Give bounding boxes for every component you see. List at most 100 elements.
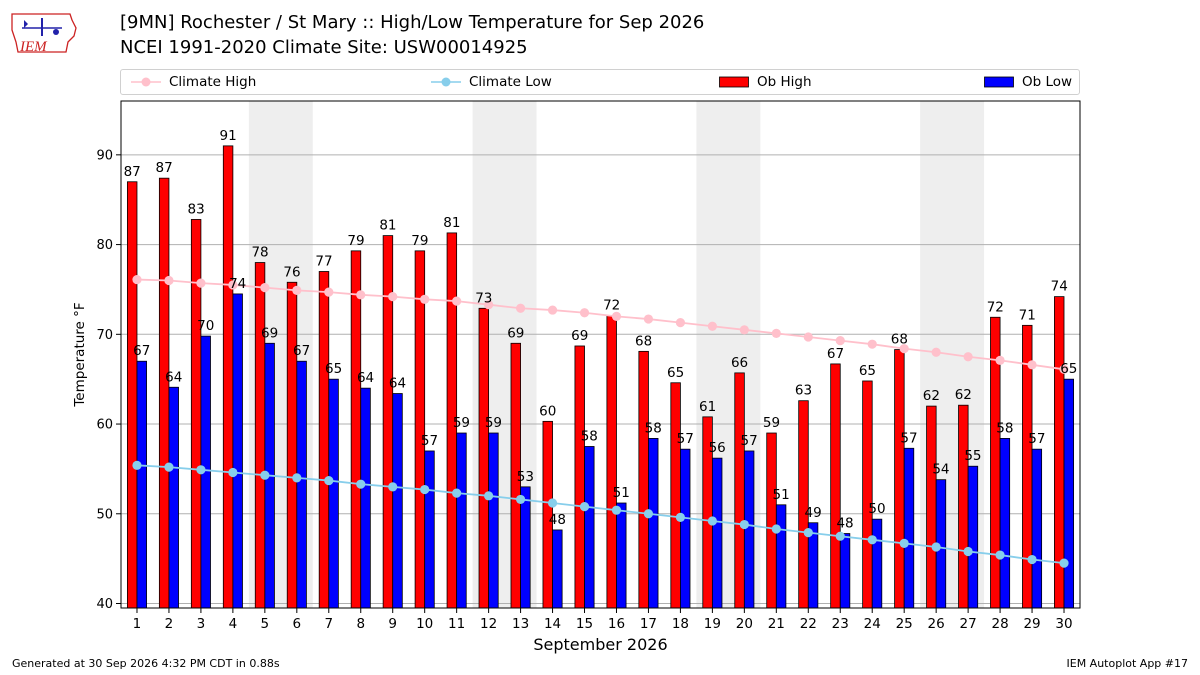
climate-high-point [739, 325, 749, 335]
climate-high-point [931, 347, 941, 357]
ob-high-label: 83 [188, 201, 205, 217]
ob-high-label: 65 [859, 363, 876, 379]
climate-low-point [675, 512, 686, 522]
climate-high-point [643, 314, 654, 324]
x-tick-label: 18 [672, 616, 689, 632]
ob-low-bar [711, 457, 723, 609]
ob-low-label: 55 [964, 448, 981, 464]
ob-high-label: 81 [379, 218, 396, 234]
climate-high-point [356, 290, 366, 300]
x-tick-label: 16 [608, 616, 625, 632]
climate-low-point [515, 494, 526, 505]
ob-high-bar [734, 372, 745, 609]
ob-low-bar [775, 504, 787, 609]
climate-high-point [452, 296, 462, 306]
ob-low-label: 67 [293, 343, 310, 359]
y-axis-label: Temperature °F [72, 302, 88, 407]
ob-low-label: 58 [581, 428, 598, 444]
climate-high-point [707, 321, 717, 331]
ob-high-label: 69 [507, 325, 524, 341]
y-tick-label: 70 [96, 328, 113, 343]
climate-high-point [771, 328, 781, 339]
ob-high-bar [766, 432, 777, 609]
ob-low-bar [328, 378, 339, 609]
ob-high-bar [958, 404, 969, 609]
x-tick-label: 12 [480, 616, 497, 632]
climate-low-point [1027, 554, 1037, 565]
ob-high-label: 69 [571, 328, 588, 344]
ob-high-bar [638, 350, 649, 609]
legend-label-climate-high: Climate High [169, 74, 257, 90]
ob-high-label: 79 [347, 233, 364, 249]
climate-low-point [963, 546, 973, 557]
y-tick-label: 90 [96, 148, 113, 163]
climate-high-point [260, 283, 270, 293]
climate-low-point [707, 516, 717, 526]
climate-high-point [484, 300, 494, 310]
climate-high-point [803, 332, 813, 342]
ob-high-bar [350, 250, 362, 609]
ob-high-bar [222, 145, 234, 609]
ob-low-label: 69 [261, 325, 278, 341]
ob-low-bar [360, 387, 371, 609]
logo-text: IEM [19, 39, 48, 55]
x-tick-label: 28 [991, 616, 1008, 632]
ob-low-bar [232, 293, 243, 609]
legend-item-ob-low: Ob Low [984, 70, 1072, 94]
climate-low-legend-marker [431, 77, 461, 87]
ob-low-label: 57 [900, 430, 917, 446]
ob-low-bar [136, 360, 147, 609]
climate-high-point [324, 287, 334, 297]
ob-high-bar [190, 219, 202, 609]
ob-high-label: 73 [475, 290, 492, 306]
ob-low-label: 57 [741, 433, 758, 449]
ob-low-label: 56 [709, 440, 726, 456]
ob-low-label: 58 [996, 420, 1013, 436]
ob-low-label: 64 [165, 369, 182, 385]
climate-low-point [196, 465, 206, 475]
climate-high-point [515, 303, 526, 313]
climate-high-point [611, 311, 622, 321]
ob-high-bar [382, 235, 394, 609]
climate-low-point [771, 524, 781, 534]
legend-item-climate-high: Climate High [131, 70, 256, 94]
climate-low-point [420, 484, 430, 495]
x-tick-label: 15 [576, 616, 593, 632]
x-tick-label: 24 [864, 616, 881, 632]
x-tick-label: 21 [768, 616, 785, 632]
ob-high-bar [286, 281, 298, 609]
x-tick-label: 8 [356, 616, 365, 632]
ob-high-label: 78 [251, 245, 268, 261]
climate-low-point [324, 475, 334, 486]
climate-high-point [835, 335, 845, 346]
ob-low-label: 59 [453, 415, 470, 431]
climate-low-point [899, 538, 909, 548]
ob-high-label: 72 [603, 297, 620, 313]
ob-low-label: 50 [868, 501, 885, 517]
climate-high-point [420, 294, 430, 304]
ob-low-label: 70 [197, 318, 214, 334]
legend-label-ob-high: Ob High [757, 74, 812, 90]
ob-low-bar [871, 518, 883, 609]
ob-low-label: 48 [549, 512, 566, 528]
y-tick-label: 80 [96, 238, 113, 253]
ob-low-bar [456, 432, 467, 609]
ob-high-label: 76 [283, 264, 300, 280]
ob-low-label: 51 [773, 487, 790, 503]
ob-low-bar [903, 447, 915, 609]
climate-high-point [899, 344, 909, 354]
ob-high-label: 87 [156, 160, 173, 176]
ob-high-label: 62 [923, 388, 940, 404]
ob-low-bar [520, 486, 531, 609]
generated-timestamp: Generated at 30 Sep 2026 4:32 PM CDT in … [12, 657, 280, 670]
ob-high-bar [894, 349, 905, 609]
x-tick-label: 13 [512, 616, 529, 632]
x-tick-label: 4 [229, 616, 238, 632]
ob-high-label: 63 [795, 383, 812, 399]
ob-low-label: 54 [932, 462, 949, 478]
ob-low-bar [296, 360, 307, 609]
ob-high-label: 81 [443, 215, 460, 231]
ob-high-label: 74 [1051, 279, 1068, 295]
x-tick-label: 22 [800, 616, 817, 632]
ob-low-bar [1063, 378, 1075, 609]
